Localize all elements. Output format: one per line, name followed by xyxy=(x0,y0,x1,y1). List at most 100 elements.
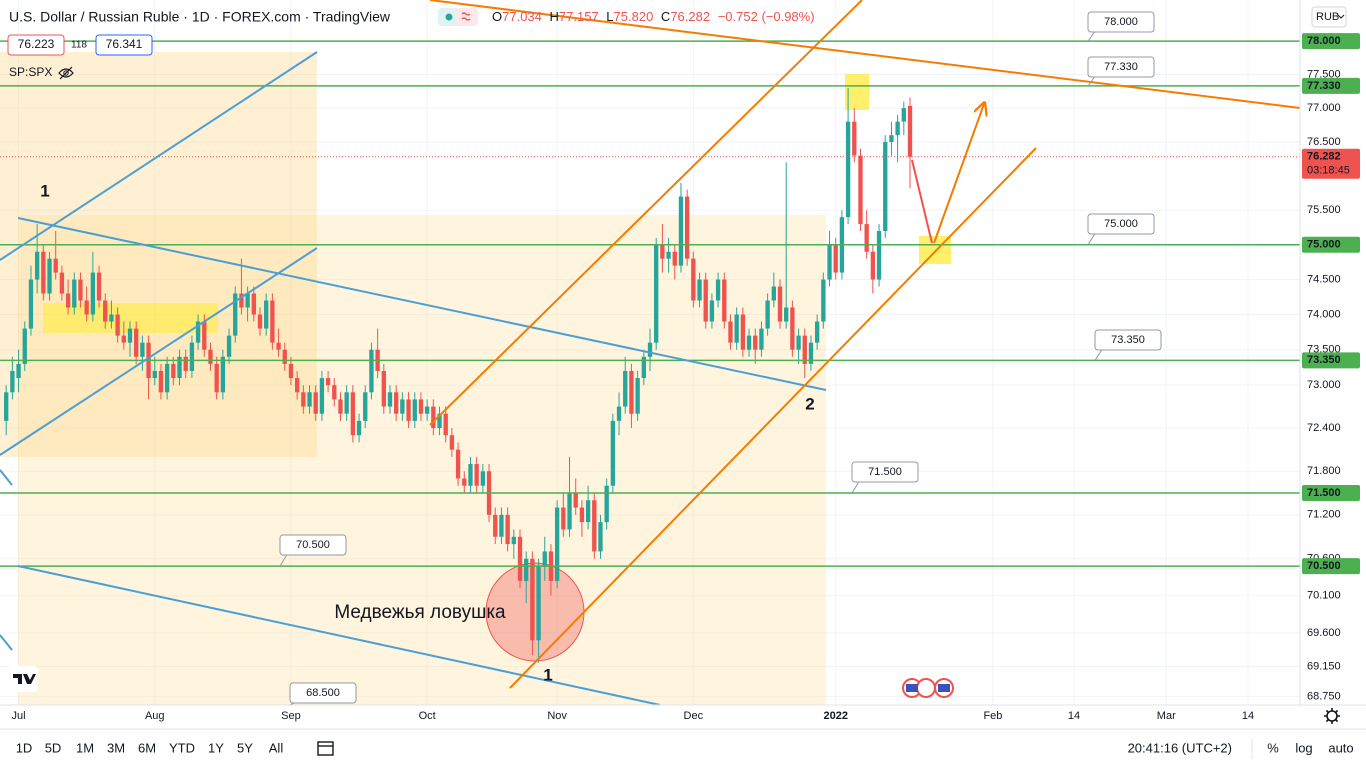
level-tag-label: 77.330 xyxy=(1307,80,1341,92)
candle-body xyxy=(462,478,467,486)
candle-body xyxy=(332,385,337,400)
channel-line xyxy=(17,565,661,705)
y-tick-label: 75.500 xyxy=(1307,204,1341,216)
candle-body xyxy=(53,258,58,273)
y-tick-label: 77.000 xyxy=(1307,102,1341,114)
candle-body xyxy=(202,321,207,350)
buy-box[interactable] xyxy=(95,34,153,56)
legend-value: 75.820 xyxy=(614,9,654,24)
candle-body xyxy=(152,370,157,379)
scale-button[interactable]: % xyxy=(1267,740,1279,755)
candle-body xyxy=(400,399,405,414)
settings-icon[interactable] xyxy=(1324,708,1340,724)
candle-body xyxy=(641,356,646,379)
bid[interactable]: 76.223 xyxy=(18,37,55,51)
date-range-icon[interactable] xyxy=(317,741,334,756)
ask[interactable]: 76.341 xyxy=(106,37,143,51)
candle-body xyxy=(808,342,814,364)
candle-body xyxy=(814,321,820,343)
currency[interactable]: RUB xyxy=(1316,11,1339,23)
candle-body xyxy=(10,370,15,393)
x-tick-label: Dec xyxy=(684,710,704,722)
candle-body xyxy=(369,349,374,393)
candle-body xyxy=(870,251,876,280)
overlay-symbol: SP:SPX xyxy=(9,65,52,79)
y-tick-label: 77.500 xyxy=(1307,68,1341,80)
channel-line xyxy=(429,0,863,426)
x-tick-label: Jul xyxy=(12,710,26,722)
x-tick-label: Aug xyxy=(145,710,165,722)
x-tick-label: 2022 xyxy=(823,710,847,722)
candle-body xyxy=(319,378,325,414)
candle-body xyxy=(109,314,114,322)
candle-body xyxy=(301,392,306,407)
candle-body xyxy=(746,335,752,350)
annotation: 2 xyxy=(805,394,814,413)
interval-button[interactable]: 6M xyxy=(138,740,156,755)
candle-body xyxy=(270,300,275,343)
candle-body xyxy=(666,251,671,259)
candle-body xyxy=(16,363,21,379)
interval-button[interactable]: 5D xyxy=(45,740,62,755)
candle-body xyxy=(876,230,882,280)
candle-body xyxy=(517,536,523,581)
candle-body xyxy=(672,251,677,266)
candle-body xyxy=(264,300,269,329)
hidden-icon[interactable] xyxy=(58,66,74,80)
candle-body xyxy=(827,244,832,280)
interval-button[interactable]: 3M xyxy=(107,740,125,755)
interval-button[interactable]: 5Y xyxy=(237,740,253,755)
candle-body xyxy=(660,244,665,259)
candle-body xyxy=(47,258,52,294)
candle-body xyxy=(431,406,436,429)
status-badge xyxy=(456,8,478,26)
bottom-toolbar: 20:41:16 (UTC+2) 1D 5D 1M 3M 6M YTD 1Y 5Y All% lo… xyxy=(16,739,1354,759)
interval-button[interactable]: 1M xyxy=(76,740,94,755)
tv-logo xyxy=(8,666,38,692)
currency-button[interactable] xyxy=(1311,6,1347,28)
clock[interactable]: 20:41:16 (UTC+2) xyxy=(1128,740,1232,755)
callout-label: 70.500 xyxy=(296,539,330,551)
legend-value: 76.282 xyxy=(670,9,710,24)
forecast-arrow xyxy=(933,104,984,244)
candle-body xyxy=(424,406,430,414)
channel-line xyxy=(0,469,13,486)
candle-body xyxy=(356,420,362,436)
scale-button[interactable]: auto xyxy=(1328,740,1353,755)
candle-body xyxy=(276,342,281,350)
level-tag xyxy=(1302,352,1360,369)
y-tick-label: 72.400 xyxy=(1307,422,1341,434)
candle-body xyxy=(480,471,486,486)
candle-body xyxy=(845,121,851,218)
candle-body xyxy=(554,507,560,581)
level-tag-label: 75.000 xyxy=(1307,239,1341,251)
candle-body xyxy=(511,536,516,545)
candle-body xyxy=(245,293,250,308)
candle-body xyxy=(505,514,510,545)
sell-box[interactable] xyxy=(7,34,65,56)
candle-body xyxy=(474,464,479,486)
candle-body xyxy=(208,349,213,364)
zone xyxy=(0,52,317,457)
candle-body xyxy=(524,558,529,581)
annotation: 1 xyxy=(40,181,49,200)
candle-body xyxy=(833,244,838,273)
interval-button[interactable]: 1D xyxy=(16,740,33,755)
interval-button[interactable]: YTD xyxy=(169,740,195,755)
interval-button[interactable]: 1Y xyxy=(208,740,224,755)
callout-label: 71.500 xyxy=(868,466,902,478)
candle-body xyxy=(78,279,83,301)
callout-box xyxy=(1087,213,1155,235)
candle-body xyxy=(802,335,807,364)
y-tick-label: 73.000 xyxy=(1307,379,1341,391)
level-tag xyxy=(1302,33,1360,50)
candle-body xyxy=(715,279,721,301)
candle-body xyxy=(233,293,238,336)
candle-body xyxy=(239,293,244,308)
candle-body xyxy=(753,335,758,350)
interval-button[interactable]: All xyxy=(269,740,284,755)
level-tag xyxy=(1302,558,1360,575)
candle-body xyxy=(338,399,343,414)
scale-button[interactable]: log xyxy=(1295,740,1312,755)
drawings-over: 1 2 1 Медвежья ловушка xyxy=(0,0,1300,705)
